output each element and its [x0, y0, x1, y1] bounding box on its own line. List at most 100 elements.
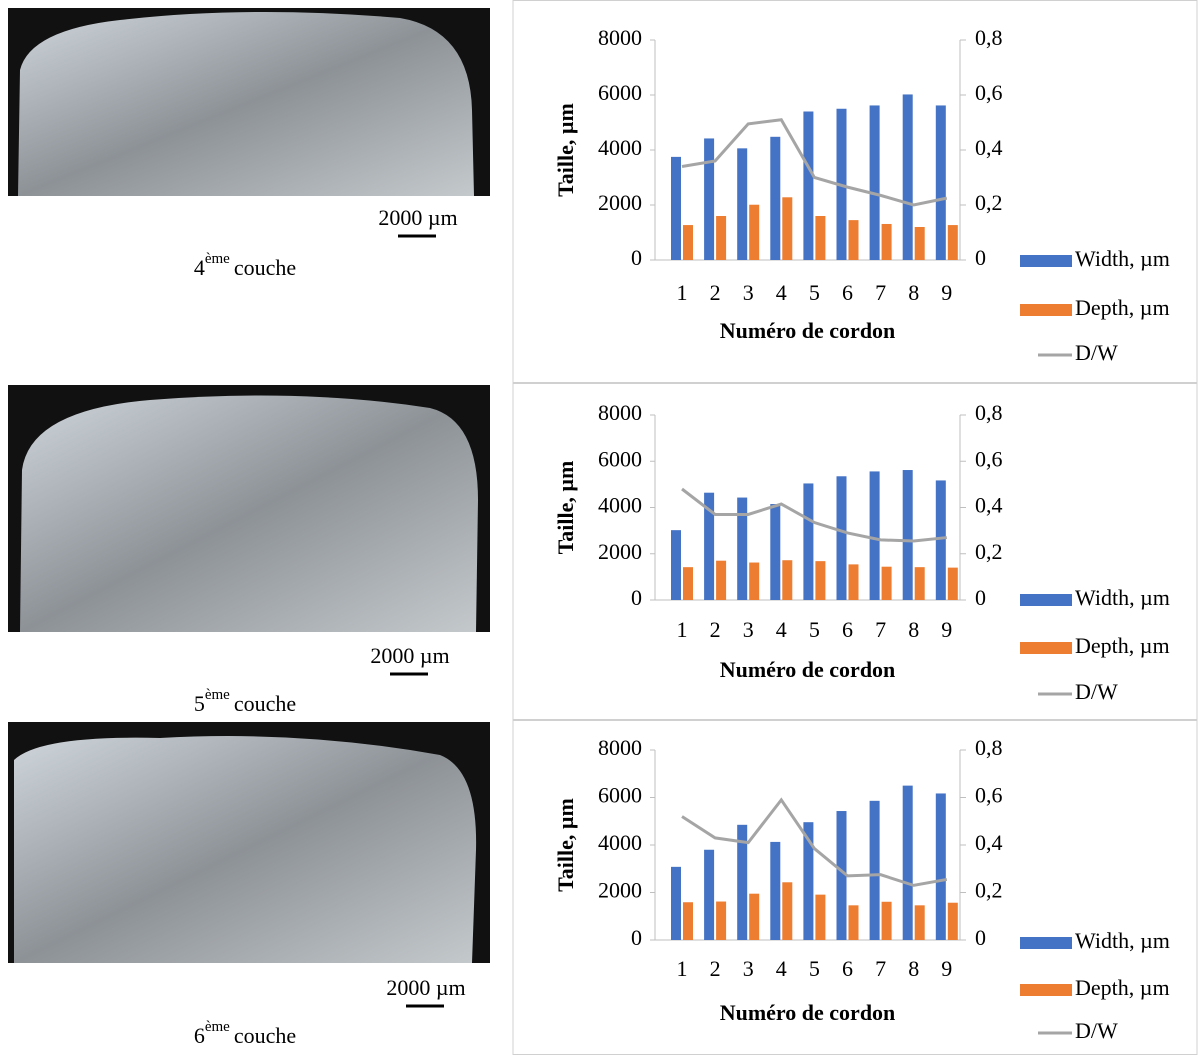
- bar: [671, 866, 681, 940]
- bar: [704, 492, 715, 600]
- x-tick-label: 5: [809, 617, 820, 642]
- caption-text: couche: [234, 1023, 296, 1048]
- x-tick-label: 7: [875, 280, 886, 305]
- y2-tick-label: 0,2: [975, 190, 1003, 215]
- bar: [749, 562, 760, 600]
- x-tick-label: 4: [776, 280, 787, 305]
- bar: [803, 822, 814, 940]
- y2-tick-label: 0: [975, 245, 986, 270]
- caption-text: couche: [234, 691, 296, 716]
- bar: [716, 901, 727, 940]
- bar: [869, 105, 880, 260]
- y-tick-label: 4000: [598, 493, 642, 518]
- y2-tick-label: 0,6: [975, 80, 1003, 105]
- bar: [914, 905, 925, 940]
- x-tick-label: 3: [743, 280, 754, 305]
- legend-label: Depth, µm: [1075, 295, 1170, 320]
- bar: [782, 197, 793, 260]
- x-axis-title: Numéro de cordon: [720, 318, 896, 343]
- legend-label: Width, µm: [1075, 585, 1170, 610]
- caption-number: 5: [194, 691, 205, 716]
- x-tick-label: 4: [776, 956, 787, 981]
- y-tick-label: 8000: [598, 25, 642, 50]
- bar: [836, 476, 847, 600]
- y2-tick-label: 0,8: [975, 25, 1003, 50]
- bar: [716, 560, 727, 600]
- x-axis-title: Numéro de cordon: [720, 657, 896, 682]
- x-tick-label: 3: [743, 956, 754, 981]
- bar: [881, 566, 892, 600]
- bar: [782, 882, 793, 940]
- caption-number: 6: [194, 1023, 205, 1048]
- bar: [881, 223, 892, 260]
- bar: [770, 504, 781, 600]
- micrograph-3: [8, 722, 490, 963]
- x-tick-label: 6: [842, 956, 853, 981]
- y-tick-label: 2000: [598, 190, 642, 215]
- y-tick-label: 0: [631, 245, 642, 270]
- bar: [770, 841, 781, 940]
- charts: 0 2000 4000 6000 8000 0 0,2 0,4 0,6 0,8 Taille, µm…: [512, 0, 1198, 1055]
- x-tick-label: 5: [809, 280, 820, 305]
- y2-tick-label: 0,8: [975, 735, 1003, 760]
- x-tick-label: 4: [776, 617, 787, 642]
- y-tick-label: 4000: [598, 135, 642, 160]
- x-tick-label: 6: [842, 280, 853, 305]
- bar: [749, 204, 760, 260]
- chart-frame: [512, 0, 1198, 383]
- caption-superscript: ème: [205, 687, 230, 703]
- y2-tick-label: 0,8: [975, 400, 1003, 425]
- caption-text: couche: [234, 255, 296, 280]
- caption-number: 4: [194, 255, 205, 280]
- y-axis-title: Taille, µm: [553, 461, 578, 555]
- scale-label: 2000 µm: [370, 643, 449, 668]
- bar: [815, 894, 826, 940]
- bar: [737, 497, 748, 600]
- legend-label: Depth, µm: [1075, 633, 1170, 658]
- y-axis-title: Taille, µm: [553, 798, 578, 892]
- bar: [848, 564, 859, 600]
- y-tick-label: 6000: [598, 446, 642, 471]
- y-tick-label: 2000: [598, 539, 642, 564]
- scale-label: 2000 µm: [378, 205, 457, 230]
- line: [681, 118, 948, 207]
- bar: [902, 470, 913, 600]
- y-tick-label: 2000: [598, 878, 642, 903]
- micrograph-1: [8, 8, 490, 197]
- bar: [947, 567, 958, 600]
- bar: [782, 560, 793, 600]
- x-tick-label: 9: [941, 280, 952, 305]
- x-tick-label: 2: [710, 956, 721, 981]
- caption: 6ème couche: [194, 1019, 296, 1048]
- x-tick-label: 6: [842, 617, 853, 642]
- y-tick-label: 6000: [598, 783, 642, 808]
- legend-label: Depth, µm: [1075, 975, 1170, 1000]
- x-tick-label: 3: [743, 617, 754, 642]
- scale-label: 2000 µm: [386, 975, 465, 1000]
- y-tick-label: 6000: [598, 80, 642, 105]
- bar: [914, 567, 925, 600]
- micrograph-2: [8, 385, 490, 632]
- x-tick-label: 1: [677, 280, 688, 305]
- caption: 4ème couche: [194, 251, 296, 280]
- y2-tick-label: 0,2: [975, 539, 1003, 564]
- bar: [683, 225, 693, 260]
- y2-tick-label: 0,2: [975, 878, 1003, 903]
- line: [681, 487, 947, 543]
- y2-tick-label: 0,4: [975, 830, 1003, 855]
- legend-swatch: [1020, 594, 1072, 606]
- legend-label: D/W: [1075, 1018, 1118, 1043]
- bar: [704, 849, 715, 940]
- caption-superscript: ème: [205, 1019, 230, 1035]
- bar: [815, 216, 826, 260]
- x-tick-label: 5: [809, 956, 820, 981]
- x-tick-label: 2: [710, 280, 721, 305]
- bar: [935, 793, 946, 940]
- bar: [902, 785, 913, 940]
- bar: [803, 111, 814, 260]
- x-tick-label: 7: [875, 956, 886, 981]
- legend-swatch: [1020, 304, 1072, 316]
- x-axis-title: Numéro de cordon: [720, 1000, 896, 1025]
- chart: 0 2000 4000 6000 8000 0 0,2 0,4 0,6 0,8 Taille, µm…: [512, 383, 1198, 720]
- y-tick-label: 8000: [598, 735, 642, 760]
